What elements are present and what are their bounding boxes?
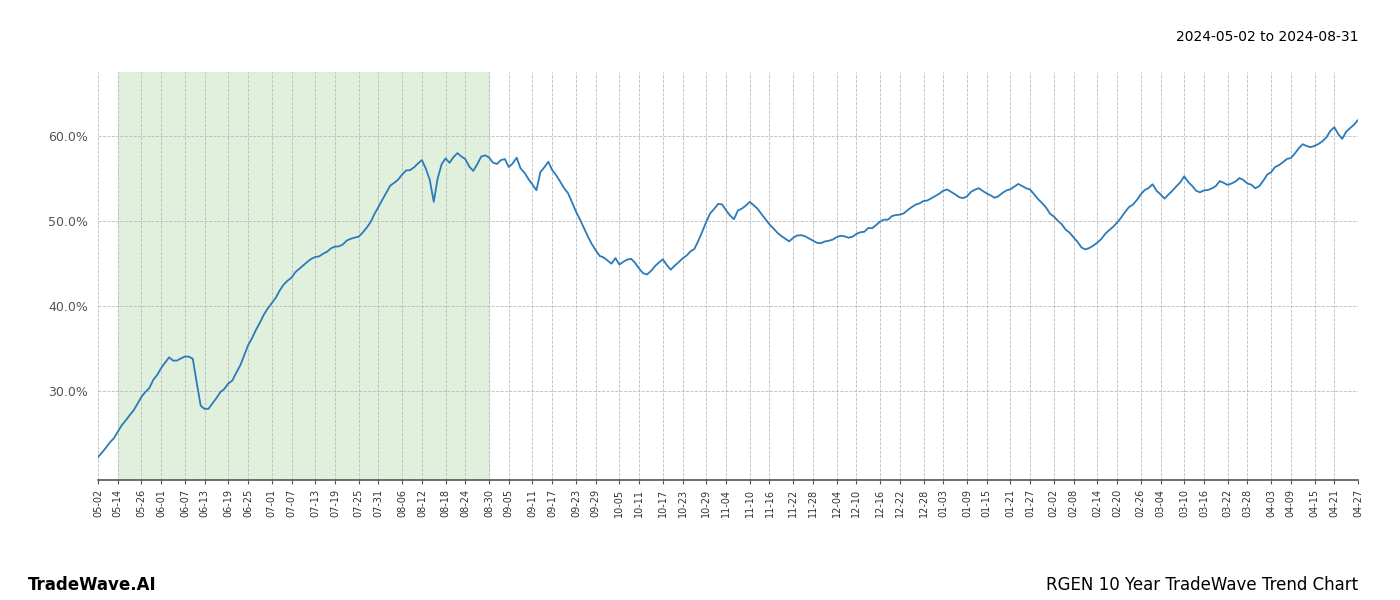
Bar (118, 72, 489, 480)
Text: RGEN 10 Year TradeWave Trend Chart: RGEN 10 Year TradeWave Trend Chart (1046, 576, 1358, 594)
Text: TradeWave.AI: TradeWave.AI (28, 576, 157, 594)
Text: 2024-05-02 to 2024-08-31: 2024-05-02 to 2024-08-31 (1176, 30, 1358, 44)
